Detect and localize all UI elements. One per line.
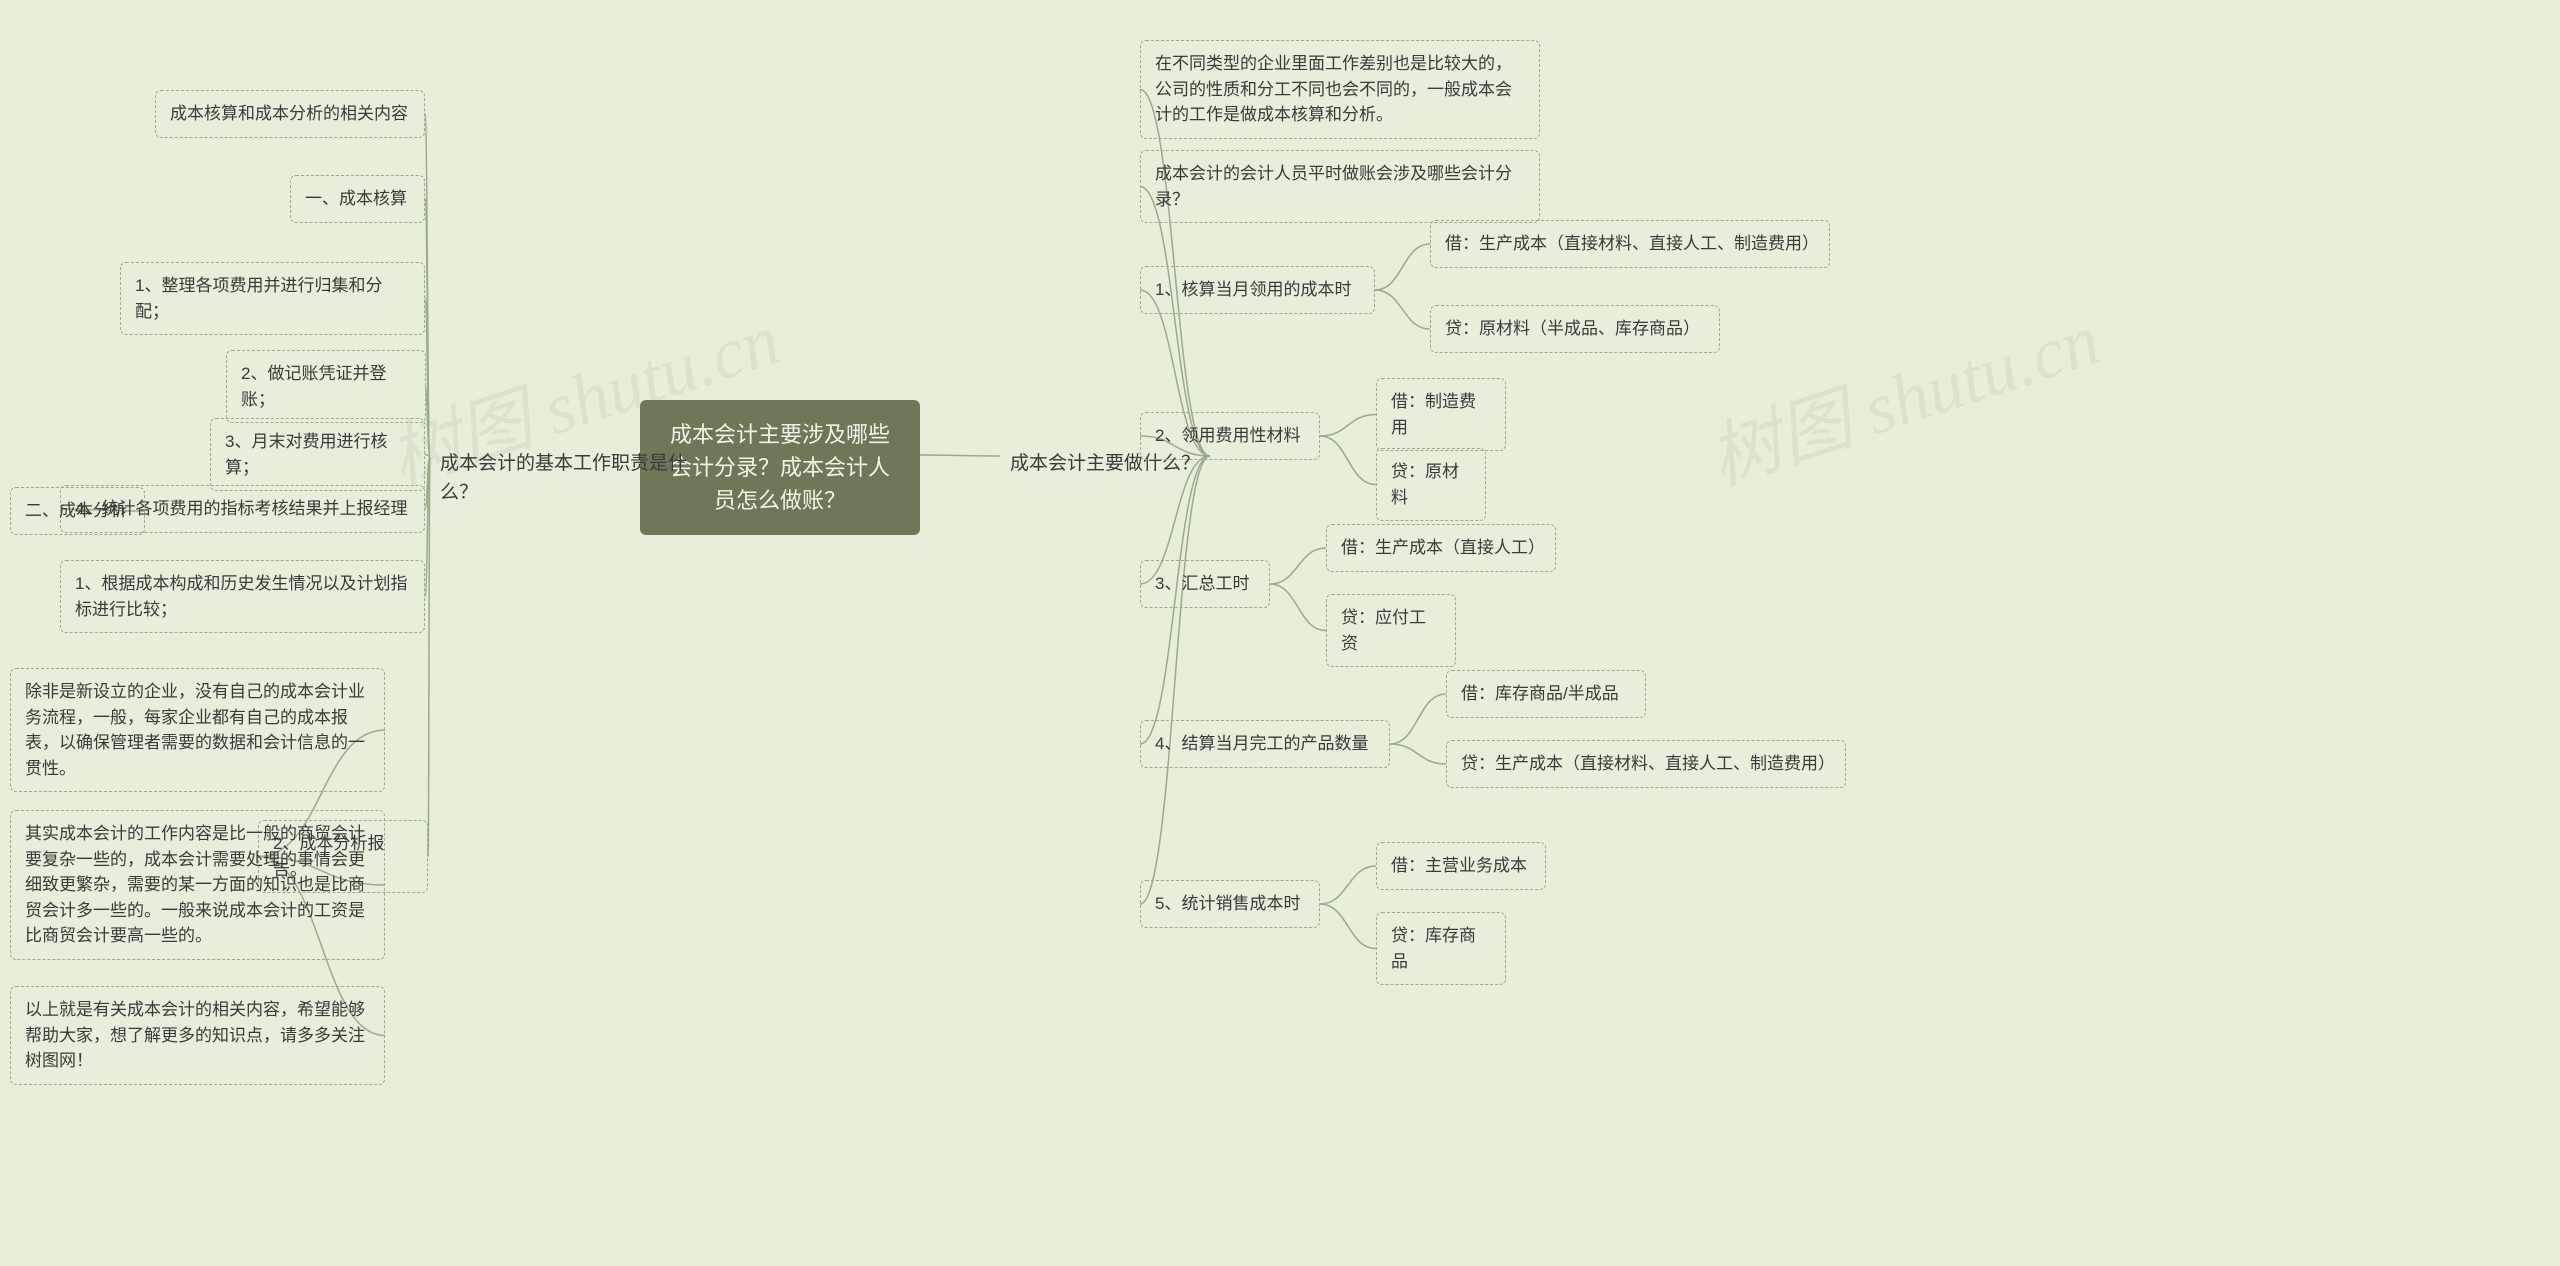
right-child-5: 4、结算当月完工的产品数量	[1140, 720, 1390, 768]
right-child-4: 3、汇总工时	[1140, 560, 1270, 608]
right-child-3-sub-1: 贷：原材料	[1376, 448, 1486, 521]
right-child-6: 5、统计销售成本时	[1140, 880, 1320, 928]
right-child-2-sub-0: 借：生产成本（直接材料、直接人工、制造费用）	[1430, 220, 1830, 268]
right-child-5-sub-0: 借：库存商品/半成品	[1446, 670, 1646, 718]
left-child-1: 一、成本核算	[290, 175, 425, 223]
right-child-2-sub-1: 贷：原材料（半成品、库存商品）	[1430, 305, 1720, 353]
right-child-6-sub-0: 借：主营业务成本	[1376, 842, 1546, 890]
right-child-1: 成本会计的会计人员平时做账会涉及哪些会计分录？	[1140, 150, 1540, 223]
right-child-5-sub-1: 贷：生产成本（直接材料、直接人工、制造费用）	[1446, 740, 1846, 788]
right-child-0: 在不同类型的企业里面工作差别也是比较大的，公司的性质和分工不同也会不同的，一般成…	[1140, 40, 1540, 139]
left-child-7-lsub-1: 其实成本会计的工作内容是比一般的商贸会计要复杂一些的，成本会计需要处理的事情会更…	[10, 810, 385, 960]
left-branch-label: 成本会计的基本工作职责是什么？	[430, 442, 730, 515]
left-child-0: 成本核算和成本分析的相关内容	[155, 90, 425, 138]
right-child-3: 2、领用费用性材料	[1140, 412, 1320, 460]
right-child-4-sub-0: 借：生产成本（直接人工）	[1326, 524, 1556, 572]
right-child-3-sub-0: 借：制造费用	[1376, 378, 1506, 451]
left-child-7-lsub-0: 除非是新设立的企业，没有自己的成本会计业务流程，一般，每家企业都有自己的成本报表…	[10, 668, 385, 792]
left-child-4: 3、月末对费用进行核算；	[210, 418, 425, 491]
right-child-6-sub-1: 贷：库存商品	[1376, 912, 1506, 985]
left-child-2: 1、整理各项费用并进行归集和分配；	[120, 262, 425, 335]
left-child-7-lsub-2: 以上就是有关成本会计的相关内容，希望能够帮助大家，想了解更多的知识点，请多多关注…	[10, 986, 385, 1085]
right-child-4-sub-1: 贷：应付工资	[1326, 594, 1456, 667]
left-child-6: 1、根据成本构成和历史发生情况以及计划指标进行比较；	[60, 560, 425, 633]
left-child-5-lchild: 二、成本分析	[10, 487, 145, 535]
right-child-2: 1、核算当月领用的成本时	[1140, 266, 1375, 314]
left-child-3: 2、做记账凭证并登账；	[226, 350, 426, 423]
